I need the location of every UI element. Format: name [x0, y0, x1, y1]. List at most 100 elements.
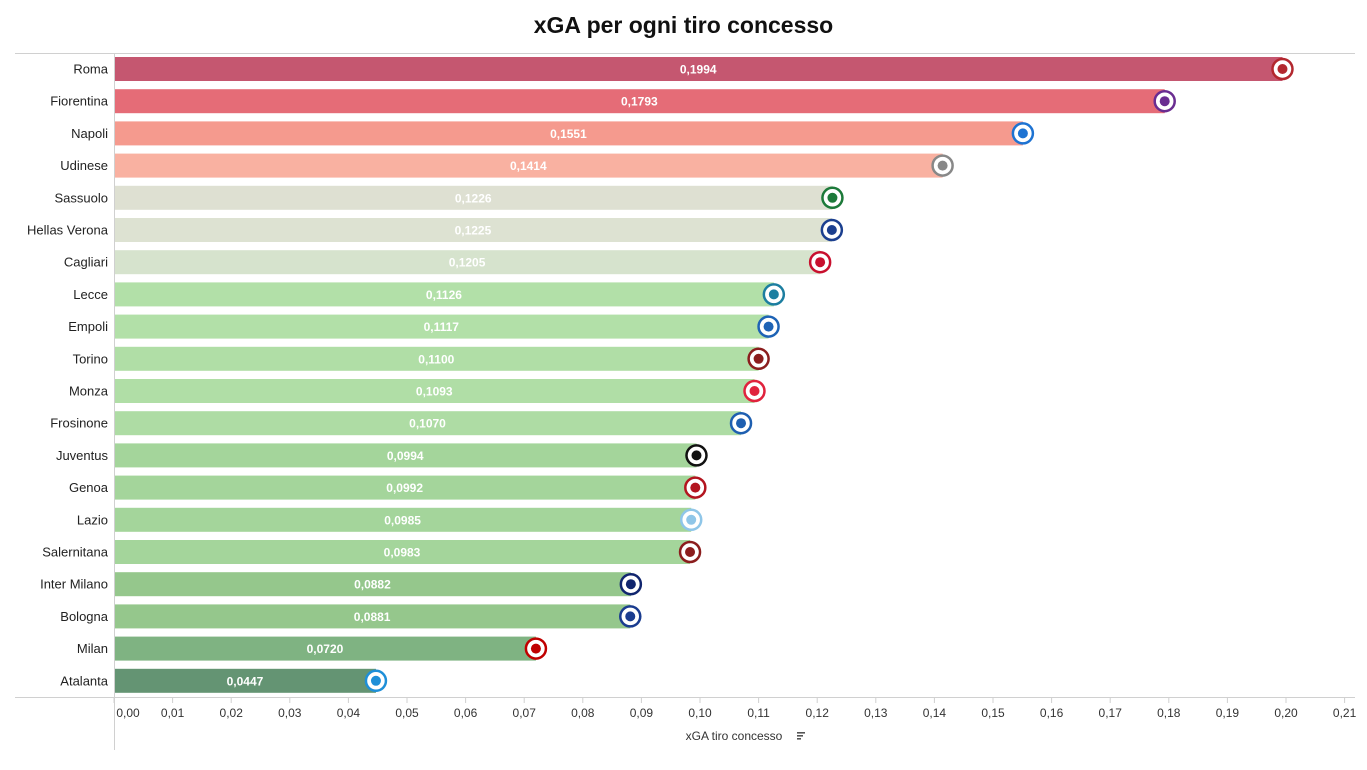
value-label: 0,1117 — [424, 320, 460, 334]
team-logo-icon — [691, 450, 702, 461]
category-label: Monza — [69, 384, 109, 399]
x-tick-label: 0,15 — [981, 706, 1005, 720]
x-tick-label: 0,01 — [161, 706, 185, 720]
value-label: 0,1226 — [455, 191, 492, 205]
value-label: 0,1994 — [680, 63, 717, 77]
category-label: Hellas Verona — [27, 223, 109, 238]
category-label: Milan — [77, 641, 108, 656]
sort-icon — [797, 738, 801, 740]
team-logo-icon — [625, 579, 636, 590]
category-label: Roma — [73, 62, 108, 77]
category-label: Salernitana — [42, 545, 109, 560]
team-logo-icon — [625, 611, 636, 622]
bar — [115, 507, 692, 532]
team-logo-icon — [1159, 96, 1170, 107]
x-tick-label: 0,18 — [1157, 706, 1181, 720]
bar — [115, 411, 742, 436]
value-label: 0,1414 — [510, 159, 547, 173]
x-tick-label: 0,07 — [513, 706, 537, 720]
x-tick-label: 0,00 — [116, 706, 140, 720]
category-label: Sassuolo — [55, 190, 108, 205]
x-tick-label: 0,21 — [1333, 706, 1357, 720]
bar — [115, 185, 833, 210]
bar — [115, 153, 943, 178]
category-label: Cagliari — [64, 255, 108, 270]
value-label: 0,0882 — [354, 578, 391, 592]
category-label: Lazio — [77, 512, 108, 527]
bar — [115, 57, 1283, 81]
value-label: 0,0447 — [227, 674, 264, 688]
chart-title: xGA per ogni tiro concesso — [533, 12, 834, 38]
sort-icon — [797, 732, 805, 734]
x-tick-label: 0,13 — [864, 706, 888, 720]
value-label: 0,0985 — [384, 513, 421, 527]
bar — [115, 604, 631, 629]
bar — [115, 475, 696, 500]
x-tick-label: 0,05 — [395, 706, 419, 720]
bar — [115, 443, 697, 468]
team-logo-icon — [690, 482, 701, 493]
team-logo-icon — [768, 289, 779, 300]
x-tick-label: 0,12 — [806, 706, 830, 720]
team-logo-icon — [815, 257, 826, 268]
team-logo-icon — [686, 514, 697, 525]
bar — [115, 572, 631, 597]
category-label: Frosinone — [50, 416, 108, 431]
x-tick-label: 0,08 — [571, 706, 595, 720]
value-label: 0,1100 — [418, 352, 454, 366]
bar — [115, 346, 759, 371]
team-logo-icon — [937, 160, 948, 171]
bar — [115, 282, 774, 307]
team-logo-icon — [736, 418, 747, 429]
bar — [115, 250, 821, 275]
x-tick-label: 0,04 — [337, 706, 361, 720]
bar — [115, 668, 376, 693]
team-logo-icon — [749, 386, 760, 396]
value-label: 0,1093 — [416, 385, 453, 399]
value-label: 0,1070 — [409, 417, 446, 431]
category-label: Bologna — [60, 609, 108, 624]
category-label: Empoli — [68, 319, 108, 334]
bar — [115, 89, 1165, 114]
bar — [115, 121, 1023, 146]
team-logo-icon — [1277, 64, 1288, 74]
sort-icon — [797, 735, 803, 737]
team-logo-icon — [826, 225, 837, 235]
category-label: Genoa — [69, 480, 109, 495]
bar — [115, 636, 536, 661]
team-logo-icon — [1017, 128, 1028, 139]
value-label: 0,0994 — [387, 449, 424, 463]
x-tick-label: 0,20 — [1274, 706, 1298, 720]
value-label: 0,0881 — [354, 610, 391, 624]
value-label: 0,0720 — [307, 642, 344, 656]
category-label: Juventus — [56, 448, 109, 463]
category-label: Atalanta — [60, 673, 108, 688]
bar — [115, 379, 755, 403]
team-logo-icon — [530, 643, 541, 654]
x-axis-title: xGA tiro concesso — [686, 729, 783, 743]
value-label: 0,0992 — [386, 481, 423, 495]
x-tick-label: 0,02 — [220, 706, 244, 720]
category-label: Torino — [73, 351, 108, 366]
bar — [115, 314, 769, 339]
team-logo-icon — [763, 321, 774, 332]
category-label: Napoli — [71, 126, 108, 141]
team-logo-icon — [685, 547, 696, 557]
value-label: 0,1551 — [550, 127, 587, 141]
x-tick-label: 0,09 — [630, 706, 654, 720]
x-tick-label: 0,10 — [688, 706, 712, 720]
team-logo-icon — [827, 192, 838, 203]
x-tick-label: 0,03 — [278, 706, 302, 720]
x-tick-label: 0,16 — [1040, 706, 1064, 720]
value-label: 0,0983 — [384, 546, 421, 560]
x-tick-label: 0,11 — [747, 706, 770, 720]
value-label: 0,1225 — [455, 224, 492, 238]
team-logo-icon — [370, 675, 381, 686]
x-tick-label: 0,17 — [1099, 706, 1123, 720]
bar — [115, 540, 691, 564]
team-logo-icon — [753, 353, 764, 364]
value-label: 0,1205 — [449, 256, 486, 270]
value-label: 0,1793 — [621, 95, 658, 109]
x-tick-label: 0,06 — [454, 706, 478, 720]
